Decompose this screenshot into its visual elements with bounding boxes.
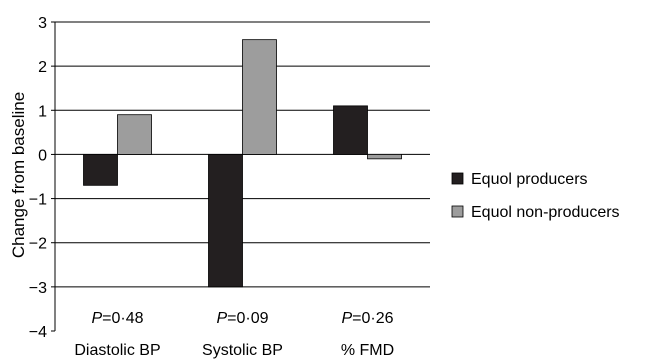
x-tick-label: Systolic BP xyxy=(202,342,283,359)
p-value-number: =0·09 xyxy=(227,310,268,327)
y-axis-title: Change from baseline xyxy=(9,92,28,258)
y-tick-label: −2 xyxy=(29,236,47,253)
bar-equol-producers-1 xyxy=(208,154,243,288)
y-tick-label: 2 xyxy=(38,59,47,76)
p-value-symbol: P xyxy=(341,310,352,327)
bar-equol-non-producers-1 xyxy=(242,39,277,155)
p-value-annotations: P=0·48 P=0·09 P=0·26 xyxy=(91,310,393,327)
x-axis-labels: Diastolic BP Systolic BP % FMD xyxy=(74,342,394,359)
bars xyxy=(83,39,402,288)
y-tick-label: 0 xyxy=(38,147,47,164)
p-value-number: =0·48 xyxy=(102,310,143,327)
x-tick-label: % FMD xyxy=(341,342,394,359)
x-tick-label: Diastolic BP xyxy=(74,342,160,359)
p-value-annotation: P=0·48 xyxy=(91,310,143,327)
y-tick-label: 3 xyxy=(38,15,47,32)
bar-equol-producers-2 xyxy=(333,105,368,155)
y-tick-label: 1 xyxy=(38,103,47,120)
p-value-number: =0·26 xyxy=(352,310,393,327)
p-value-annotation: P=0·09 xyxy=(216,310,268,327)
y-tick-label: −1 xyxy=(29,192,47,209)
y-tick-label: −4 xyxy=(29,324,47,341)
bar-equol-non-producers-2 xyxy=(367,154,402,160)
y-tick-label: −3 xyxy=(29,280,47,297)
legend: Equol producers Equol non-producers xyxy=(451,171,620,221)
bar-equol-non-producers-0 xyxy=(117,114,152,155)
legend-swatch xyxy=(451,205,464,218)
legend-swatch xyxy=(451,172,464,185)
p-value-symbol: P xyxy=(216,310,227,327)
legend-label: Equol non-producers xyxy=(471,204,620,221)
legend-label: Equol producers xyxy=(471,171,588,188)
p-value-annotation: P=0·26 xyxy=(341,310,393,327)
p-value-symbol: P xyxy=(91,310,102,327)
bar-equol-producers-0 xyxy=(83,154,118,186)
y-axis-ticks: 3 2 1 0 −1 −2 −3 −4 xyxy=(29,15,47,341)
